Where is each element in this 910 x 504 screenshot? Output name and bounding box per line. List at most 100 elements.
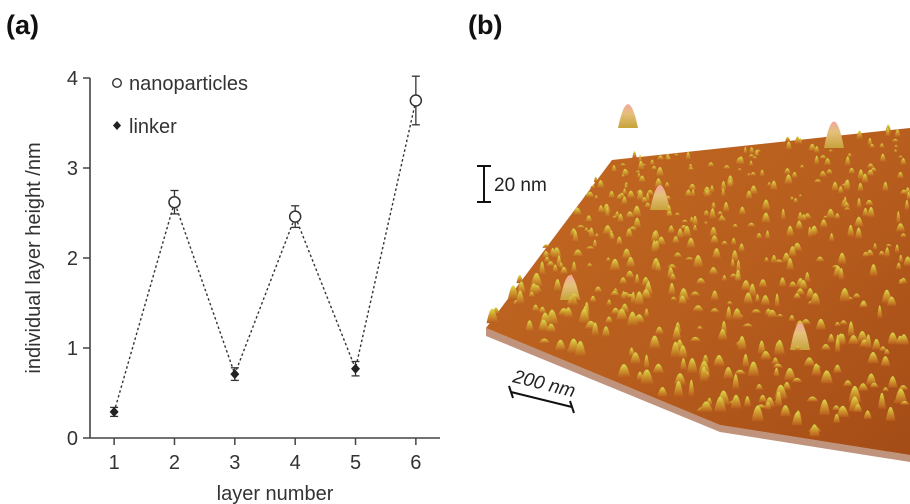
afm-peak [586, 263, 593, 268]
legend-linker-label: linker [129, 116, 177, 138]
afm-peak [747, 361, 760, 377]
afm-peak [893, 149, 898, 153]
afm-peak [818, 170, 827, 178]
panel-b-label: (b) [468, 10, 502, 40]
afm-peak [746, 222, 756, 227]
afm-peak [649, 159, 655, 166]
afm-peak [804, 272, 811, 283]
afm-peak [898, 254, 904, 263]
afm-peak [808, 143, 817, 152]
afm-peak [813, 145, 820, 154]
afm-peak [755, 383, 764, 390]
afm-peak [898, 334, 909, 345]
afm-peak [563, 307, 574, 319]
afm-peak [813, 179, 822, 183]
afm-tall-peak [790, 322, 810, 350]
afm-peak [718, 215, 725, 222]
afm-peak [895, 262, 902, 270]
afm-peak [771, 357, 779, 365]
afm-peak [792, 242, 803, 252]
afm-peak [643, 308, 650, 318]
afm-peak [832, 405, 841, 411]
afm-peak [793, 198, 798, 203]
afm-peak [731, 308, 743, 320]
vertical-scale-bar: 20 nm [477, 165, 547, 203]
afm-peak [515, 290, 525, 305]
afm-peak [815, 256, 825, 262]
afm-peak [692, 215, 699, 227]
afm-peak [829, 233, 835, 242]
afm-peak [879, 153, 886, 163]
afm-peak [588, 227, 595, 239]
afm-peak [618, 277, 628, 285]
afm-peak [783, 367, 796, 381]
afm-peak [742, 323, 754, 327]
afm-peak [745, 190, 753, 200]
afm-peak [689, 216, 694, 224]
afm-peak [775, 391, 783, 407]
nanoparticles-point [168, 195, 181, 209]
afm-peak [625, 211, 635, 219]
afm-peak [707, 162, 715, 168]
afm-peak [611, 165, 617, 173]
afm-peak [692, 224, 698, 232]
afm-peak [879, 143, 885, 149]
afm-peak [732, 373, 740, 390]
afm-peak [893, 144, 899, 148]
afm-peak [861, 173, 869, 184]
afm-peak [738, 243, 745, 253]
afm-peak [593, 286, 603, 293]
afm-peak [788, 281, 798, 288]
afm-peak [855, 227, 863, 239]
afm-peak [585, 215, 593, 223]
afm-peak [629, 352, 641, 365]
afm-peak [528, 291, 535, 298]
afm-peak [886, 296, 897, 306]
afm-peak [854, 216, 864, 228]
afm-peak [650, 231, 659, 243]
afm-peak [571, 261, 577, 274]
afm-peak [689, 336, 701, 342]
afm-peak [862, 207, 869, 217]
legend-circle-icon [111, 77, 122, 88]
afm-peak [637, 160, 645, 171]
y-tick-label: 1 [67, 338, 78, 360]
afm-peak [664, 182, 670, 188]
afm-peak [734, 369, 746, 375]
afm-surface [486, 128, 910, 455]
nanoparticles-point [409, 94, 423, 107]
afm-peak [811, 363, 822, 376]
afm-peak [554, 339, 567, 352]
afm-peak [542, 244, 551, 248]
afm-peak [691, 188, 696, 197]
afm-peak [596, 180, 605, 189]
afm-peak [669, 273, 677, 281]
afm-peak [865, 373, 877, 385]
afm-peak [819, 219, 828, 228]
afm-peak [819, 399, 830, 415]
afm-peak [805, 288, 815, 299]
afm-peak [688, 183, 697, 191]
afm-peak [543, 256, 551, 263]
afm-peak [673, 380, 684, 397]
afm-peak [877, 305, 883, 319]
afm-peak [725, 306, 732, 320]
afm-peak [689, 291, 701, 297]
afm-peak [655, 262, 662, 272]
afm-peak [866, 169, 875, 177]
afm-peak [814, 155, 820, 166]
afm-peak [676, 228, 684, 240]
afm-peak [732, 224, 739, 228]
afm-peak [791, 377, 803, 383]
afm-peak [730, 259, 735, 268]
afm-peak [552, 264, 559, 273]
afm-peak [684, 189, 693, 198]
afm-peak [672, 326, 682, 341]
afm-peak [638, 175, 646, 183]
afm-peak [570, 293, 576, 307]
y-ticks: 0 1 2 3 4 [67, 68, 90, 450]
afm-peak [869, 143, 875, 148]
afm-peak [703, 210, 710, 217]
afm-peak [795, 288, 805, 295]
afm-peak [687, 167, 695, 171]
